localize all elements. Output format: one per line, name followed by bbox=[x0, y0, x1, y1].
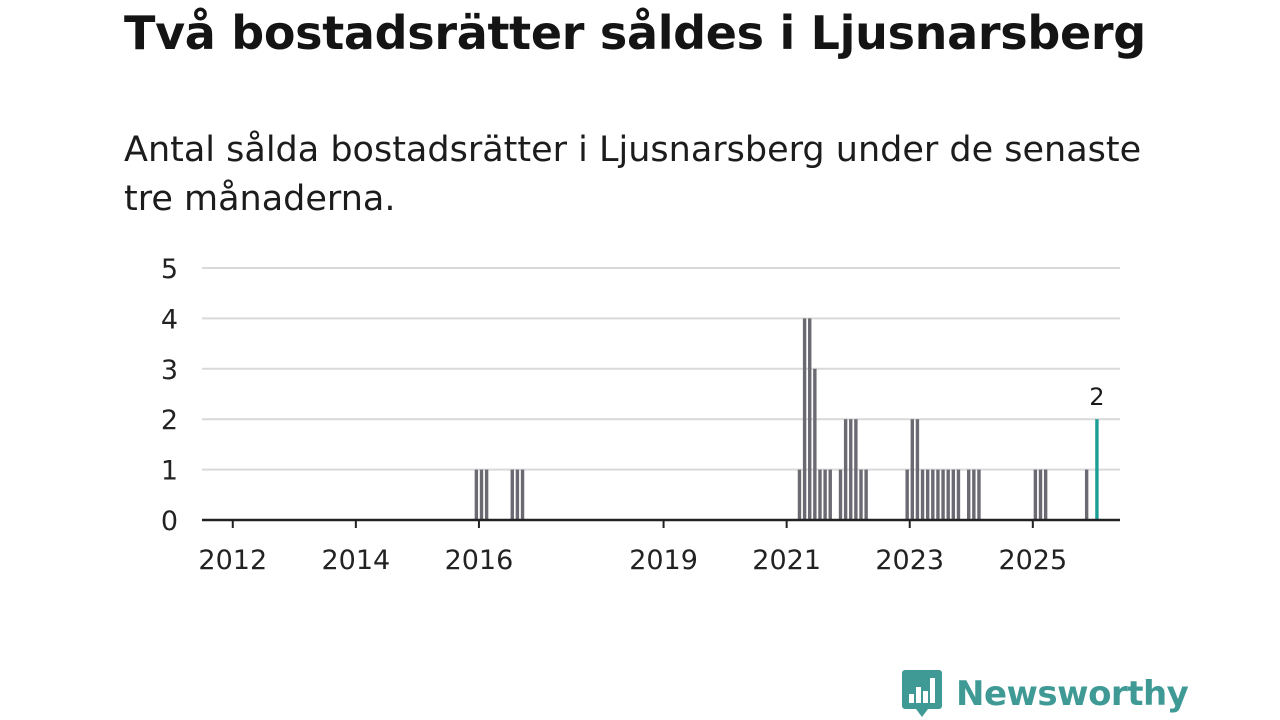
bar bbox=[925, 469, 930, 520]
y-tick-label: 0 bbox=[161, 506, 178, 537]
x-tick-label: 2014 bbox=[321, 545, 390, 576]
chart-title: Två bostadsrätter såldes i Ljusnarsberg bbox=[124, 6, 1146, 60]
bar bbox=[956, 469, 961, 520]
x-tick-label: 2021 bbox=[752, 545, 821, 576]
bar bbox=[946, 469, 950, 520]
bar bbox=[797, 469, 802, 520]
bar bbox=[849, 419, 853, 520]
bar bbox=[823, 469, 827, 520]
bar bbox=[951, 469, 956, 520]
bar bbox=[915, 419, 920, 520]
gridlines bbox=[202, 267, 1120, 471]
bar bbox=[941, 469, 945, 520]
bar bbox=[828, 469, 832, 520]
bar bbox=[813, 368, 817, 520]
bar-highlight bbox=[1095, 419, 1099, 520]
bar bbox=[843, 419, 848, 520]
data-label: 2 bbox=[1089, 383, 1104, 411]
y-tick-label: 1 bbox=[161, 456, 178, 487]
y-tick-label: 5 bbox=[161, 254, 178, 285]
bar bbox=[859, 469, 863, 520]
bar bbox=[854, 419, 858, 520]
newsworthy-bars-icon bbox=[902, 670, 942, 717]
bar bbox=[910, 419, 914, 520]
bar bbox=[838, 469, 843, 520]
x-tick-label: 2023 bbox=[875, 545, 944, 576]
bar bbox=[905, 469, 909, 520]
bar bbox=[864, 469, 868, 520]
labels: 0 1 2 3 4 5 2 2012 2014 2016 2019 2021 2023 2025 bbox=[161, 254, 1105, 576]
bar bbox=[510, 469, 514, 520]
x-tick-label: 2019 bbox=[629, 545, 698, 576]
bar bbox=[977, 469, 981, 520]
bar bbox=[484, 469, 489, 520]
y-tick-label: 3 bbox=[161, 355, 178, 386]
brand-name: Newsworthy bbox=[956, 674, 1189, 714]
bar bbox=[474, 469, 479, 520]
bar bbox=[818, 469, 822, 520]
bar bbox=[802, 318, 807, 520]
bar bbox=[520, 469, 525, 520]
newsworthy-logo: Newsworthy bbox=[902, 670, 1189, 718]
y-tick-label: 2 bbox=[161, 405, 178, 436]
bar bbox=[920, 469, 925, 520]
bar bbox=[931, 469, 935, 520]
bar bbox=[808, 318, 812, 520]
bar bbox=[972, 469, 976, 520]
bar bbox=[1033, 469, 1038, 520]
bar bbox=[1043, 469, 1048, 520]
y-tick-label: 4 bbox=[161, 304, 178, 335]
x-tick-label: 2016 bbox=[445, 545, 514, 576]
bars bbox=[474, 318, 1099, 520]
bar bbox=[936, 469, 940, 520]
chart-subtitle: Antal sålda bostadsrätter i Ljusnarsberg… bbox=[124, 130, 1142, 219]
bar bbox=[1038, 469, 1043, 520]
bar bbox=[515, 469, 520, 520]
x-tick-label: 2025 bbox=[998, 545, 1067, 576]
bar bbox=[967, 469, 971, 520]
bar bbox=[479, 469, 484, 520]
x-tick-label: 2012 bbox=[198, 545, 267, 576]
bar bbox=[1084, 469, 1089, 520]
axes bbox=[202, 518, 1120, 528]
